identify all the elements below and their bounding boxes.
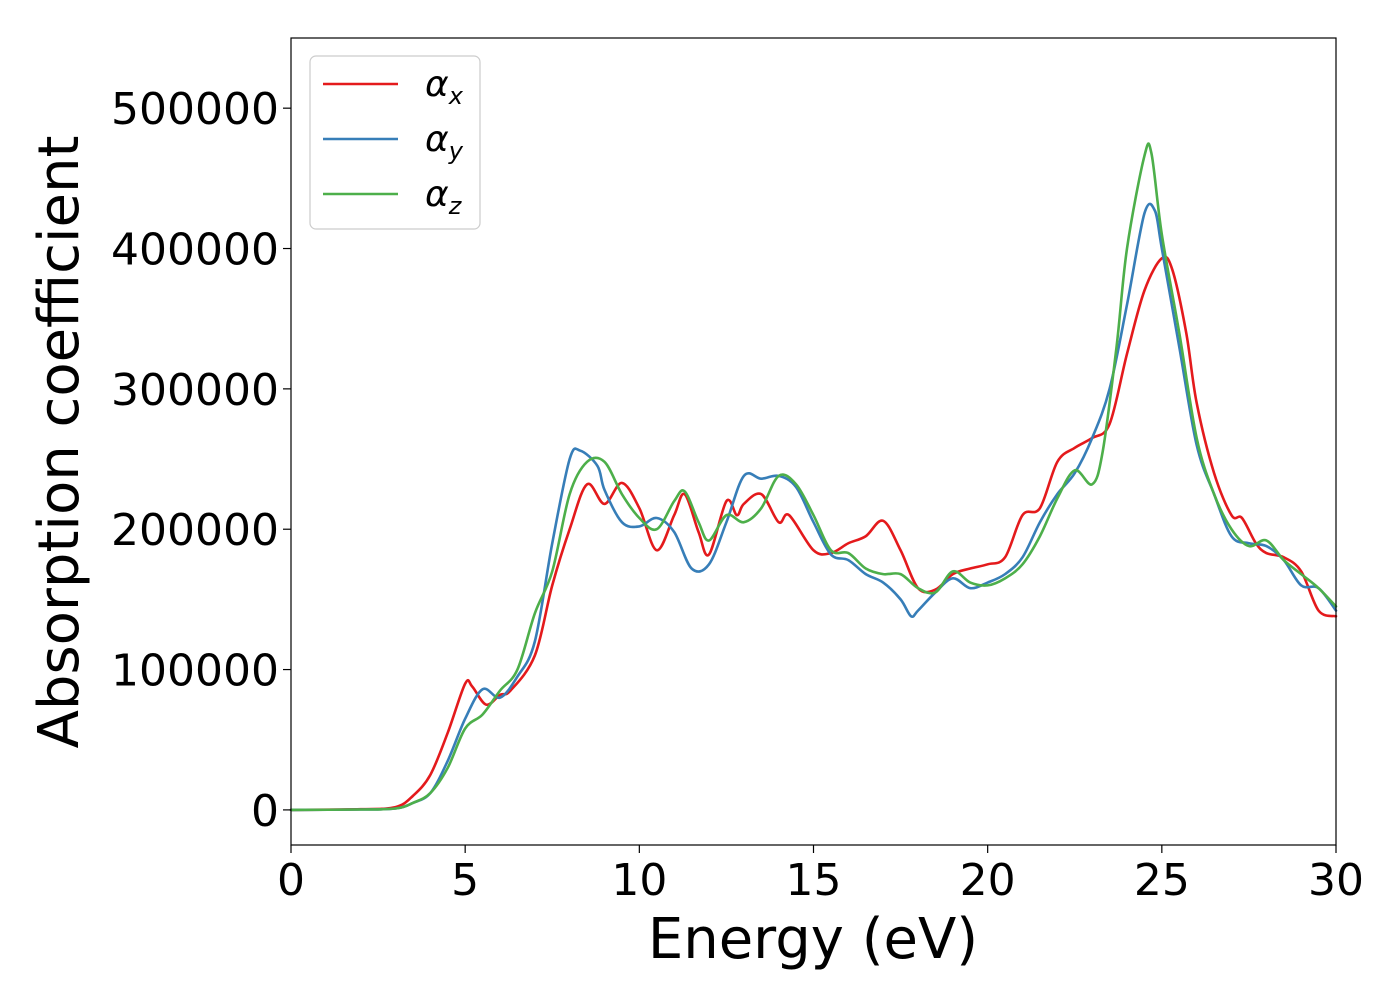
x-tick-label: 5 [451,855,479,906]
y-tick-label: 400000 [111,225,279,276]
y-tick-label: 100000 [111,646,279,697]
y-tick-label: 200000 [111,505,279,556]
y-tick-label: 0 [251,786,279,837]
legend-label-alpha-x: αx [425,64,464,110]
legend-box [309,55,481,230]
y-axis-label: Absorption coefficient [27,136,92,749]
series-line-alpha-z [289,142,1338,812]
y-tick-label: 300000 [111,365,279,416]
series-layer [289,142,1338,812]
legend: αx αy αz [309,55,481,230]
legend-label-alpha-y: αy [425,119,464,165]
x-tick-label: 15 [786,855,842,906]
series-line-alpha-x [289,255,1338,812]
x-tick-label: 20 [960,855,1016,906]
legend-label-alpha-z: αz [425,174,463,220]
y-tick-label: 500000 [111,84,279,135]
x-axis-label: Energy (eV) [648,907,978,972]
x-tick-label: 0 [277,855,305,906]
ticks-layer: 0 5 10 15 20 25 30 0 100000 200000 300000 400000 500… [111,84,1364,906]
x-tick-label: 25 [1134,855,1190,906]
x-tick-label: 10 [611,855,667,906]
series-line-alpha-y [289,202,1338,812]
x-tick-label: 30 [1308,855,1364,906]
